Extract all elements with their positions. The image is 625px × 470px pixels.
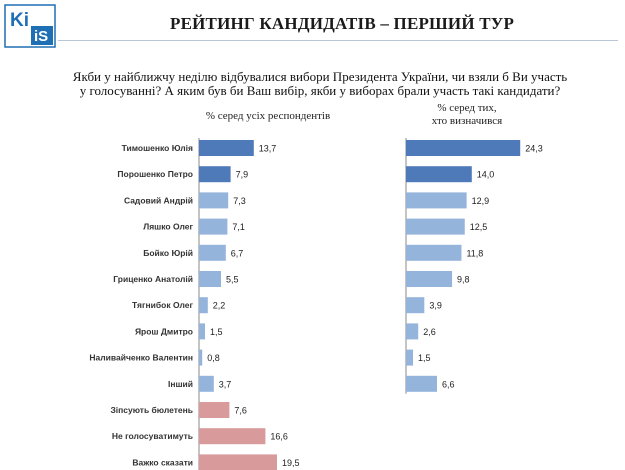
data-label: 1,5 [418,353,431,363]
bar [406,192,467,209]
left-chart-all-respondents: % серед усіх респондентів 13,7 Тимошенко Ю… [89,110,330,470]
bar [406,244,462,261]
data-label: 7,6 [234,406,247,416]
svg-text:iS: iS [34,28,48,45]
data-label: 6,6 [442,379,455,389]
bar [199,192,229,209]
data-label: 3,9 [429,301,442,311]
chart-header-line: % серед усіх респондентів [206,110,330,122]
title-divider [58,40,618,41]
category-label: Важко сказати [132,457,193,467]
data-label: 6,7 [231,248,244,258]
bar [199,349,203,366]
category-label: Наливайченко Валентин [89,353,193,363]
data-label: 19,5 [282,458,300,468]
bar [199,323,205,340]
category-label: Тимошенко Юлія [122,143,193,153]
category-label: Зіпсують бюлетень [110,405,193,415]
category-label: Ляшко Олег [143,222,193,232]
data-label: 14,0 [477,170,495,180]
data-label: 7,1 [232,222,245,232]
bar [199,402,230,418]
kiis-logo: Ki iS [4,4,56,48]
bar [199,218,228,235]
category-label: Ярош Дмитро [135,326,193,336]
data-label: 7,9 [236,170,249,180]
data-label: 7,3 [233,196,246,206]
category-label: Не голосуватимуть [112,431,193,441]
page-title: РЕЙТИНГ КАНДИДАТІВ – ПЕРШИЙ ТУР [170,14,515,33]
data-label: 2,2 [213,301,226,311]
data-label: 13,7 [259,144,277,154]
bar [199,271,221,287]
category-label: Інший [168,379,193,389]
bar [199,140,254,156]
category-label: Бойко Юрій [143,248,193,258]
bar [406,375,438,392]
data-label: 1,5 [210,327,223,337]
right-chart-decided-voters: % серед тих,хто визначився 24,3 14,0 12,9 12… [405,102,543,394]
category-label: Садовий Андрій [124,195,193,205]
svg-text:Ki: Ki [10,10,29,31]
chart-header-line: % серед тих, [437,102,497,114]
bar [199,375,214,392]
data-label: 9,8 [457,275,470,285]
bar [199,166,231,183]
data-label: 16,6 [270,432,288,442]
bar [199,297,208,314]
bar [406,140,521,156]
bar [199,244,226,261]
bar [406,323,419,340]
data-label: 5,5 [226,275,239,285]
category-label: Порошенко Петро [117,169,193,179]
survey-question: Якби у найближчу неділю відбувалися вибо… [72,69,568,98]
bar [199,428,266,445]
data-label: 0,8 [207,353,220,363]
bar [199,454,277,470]
data-label: 12,5 [470,222,488,232]
chart-header-line: хто визначився [432,115,502,127]
data-label: 2,6 [423,327,436,337]
data-label: 3,7 [219,379,232,389]
bar [406,271,453,287]
bar [406,166,472,183]
data-label: 11,8 [466,248,483,258]
bar [406,349,414,366]
category-label: Тягнибок Олег [132,300,193,310]
data-label: 24,3 [525,144,543,154]
data-label: 12,9 [472,196,490,206]
bar [406,218,465,235]
category-label: Гриценко Анатолій [113,274,193,284]
bar [406,297,425,314]
